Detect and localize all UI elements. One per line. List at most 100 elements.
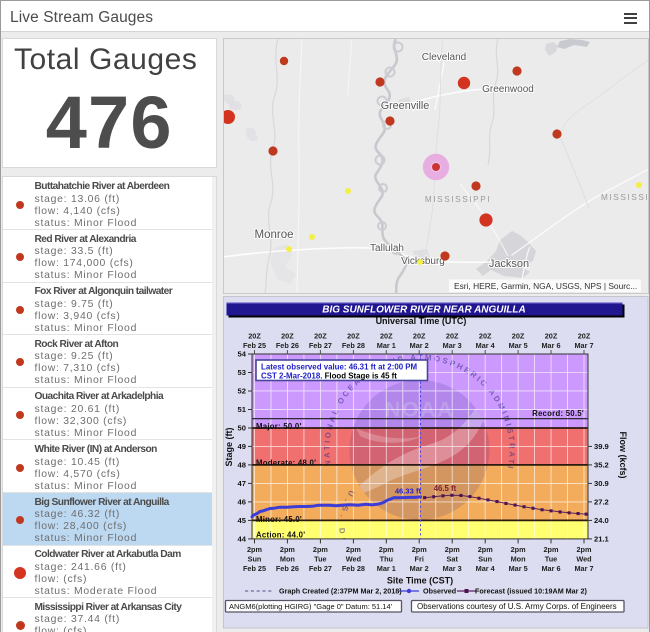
svg-text:50: 50	[238, 424, 246, 433]
svg-text:2pm: 2pm	[247, 545, 263, 554]
svg-text:48: 48	[238, 461, 246, 470]
svg-text:24.0: 24.0	[594, 516, 609, 525]
svg-text:Mar 1: Mar 1	[377, 341, 396, 350]
svg-text:2pm: 2pm	[478, 545, 494, 554]
svg-text:20Z: 20Z	[281, 332, 294, 341]
svg-text:Major: 50.0': Major: 50.0'	[256, 422, 302, 431]
svg-text:Moderate: 48.0': Moderate: 48.0'	[256, 458, 316, 467]
svg-text:20Z: 20Z	[413, 332, 426, 341]
svg-text:Vicksburg: Vicksburg	[401, 256, 445, 267]
svg-text:MISSISSIPPI: MISSISSIPPI	[425, 195, 491, 204]
svg-text:Feb 27: Feb 27	[309, 564, 332, 573]
svg-text:20Z: 20Z	[314, 332, 327, 341]
svg-text:51: 51	[238, 405, 247, 414]
svg-text:2pm: 2pm	[511, 545, 527, 554]
svg-text:Action: 44.0': Action: 44.0'	[256, 531, 305, 540]
svg-text:54: 54	[238, 350, 247, 359]
svg-text:Tue: Tue	[314, 555, 326, 564]
svg-text:Mar 3: Mar 3	[443, 341, 462, 350]
svg-text:20Z: 20Z	[347, 332, 360, 341]
svg-text:Feb 26: Feb 26	[276, 341, 299, 350]
svg-text:BIG SUNFLOWER RIVER NEAR ANGUI: BIG SUNFLOWER RIVER NEAR ANGUILLA	[322, 305, 526, 316]
svg-text:2pm: 2pm	[280, 545, 296, 554]
svg-text:Mar 7: Mar 7	[574, 564, 593, 573]
svg-text:53: 53	[238, 368, 246, 377]
svg-text:Mar 5: Mar 5	[509, 341, 528, 350]
svg-text:2pm: 2pm	[346, 545, 362, 554]
svg-text:Mar 5: Mar 5	[509, 564, 528, 573]
svg-text:Observations courtesy of U.S.: Observations courtesy of U.S. Army Corps…	[417, 602, 617, 611]
svg-text:45: 45	[238, 516, 247, 525]
svg-text:Forecast (issued 10:19AM Mar 2: Forecast (issued 10:19AM Mar 2)	[475, 587, 587, 596]
svg-text:2pm: 2pm	[412, 545, 428, 554]
svg-text:Monroe: Monroe	[255, 229, 294, 241]
svg-text:44: 44	[238, 535, 247, 544]
svg-text:Fri: Fri	[415, 555, 424, 564]
svg-text:Mon: Mon	[511, 555, 526, 564]
svg-text:Wed: Wed	[576, 555, 591, 564]
svg-text:Feb 25: Feb 25	[243, 341, 266, 350]
svg-text:Flow (kcfs): Flow (kcfs)	[618, 431, 628, 478]
svg-text:2pm: 2pm	[379, 545, 395, 554]
svg-text:CST 2-Mar-2018. Flood Stage i: CST 2-Mar-2018. Flood Stage is 45 ft	[261, 372, 397, 381]
svg-text:20Z: 20Z	[479, 332, 492, 341]
svg-text:Mar 7: Mar 7	[574, 341, 593, 350]
svg-text:20Z: 20Z	[512, 332, 525, 341]
svg-text:Feb 26: Feb 26	[276, 564, 299, 573]
svg-text:52: 52	[238, 387, 246, 396]
svg-text:20Z: 20Z	[446, 332, 459, 341]
svg-text:Feb 28: Feb 28	[342, 564, 365, 573]
svg-text:Observed: Observed	[423, 587, 456, 596]
svg-text:46.33 ft: 46.33 ft	[395, 487, 422, 496]
svg-text:Latest observed value: 46.31: Latest observed value: 46.31 ft at 2:00 …	[261, 363, 418, 372]
svg-text:27.2: 27.2	[594, 498, 609, 507]
svg-text:Cleveland: Cleveland	[422, 52, 466, 63]
svg-text:Universal Time (UTC): Universal Time (UTC)	[376, 316, 467, 326]
svg-text:20Z: 20Z	[248, 332, 261, 341]
svg-text:Minor: 45.0': Minor: 45.0'	[256, 515, 302, 524]
svg-text:2pm: 2pm	[313, 545, 329, 554]
svg-text:Mar 4: Mar 4	[476, 341, 496, 350]
svg-text:20Z: 20Z	[578, 332, 591, 341]
svg-text:MISSISSIPPI: MISSISSIPPI	[601, 193, 650, 202]
svg-text:35.2: 35.2	[594, 461, 609, 470]
svg-text:46: 46	[238, 498, 246, 507]
svg-text:21.1: 21.1	[594, 535, 610, 544]
svg-text:49: 49	[238, 442, 246, 451]
svg-text:Sun: Sun	[478, 555, 492, 564]
svg-text:Record: 50.5': Record: 50.5'	[532, 409, 584, 418]
svg-text:2pm: 2pm	[543, 545, 559, 554]
svg-text:Stage (ft): Stage (ft)	[224, 428, 234, 467]
svg-text:Sun: Sun	[248, 555, 262, 564]
svg-text:Feb 27: Feb 27	[309, 341, 332, 350]
svg-text:2pm: 2pm	[576, 545, 592, 554]
svg-text:ANGM6(plotting HGIRG) "Gage 0": ANGM6(plotting HGIRG) "Gage 0" Datum: 51…	[229, 602, 393, 611]
svg-text:Tue: Tue	[545, 555, 557, 564]
svg-text:Esri, HERE, Garmin, NGA, USGS,: Esri, HERE, Garmin, NGA, USGS, NPS | Sou…	[454, 281, 637, 291]
svg-text:Mar 3: Mar 3	[443, 564, 462, 573]
svg-text:Feb 25: Feb 25	[243, 564, 266, 573]
svg-text:Mar 6: Mar 6	[541, 564, 560, 573]
svg-text:Mar 4: Mar 4	[476, 564, 496, 573]
svg-text:Greenville: Greenville	[381, 100, 430, 112]
svg-text:2pm: 2pm	[445, 545, 461, 554]
svg-text:Site Time (CST): Site Time (CST)	[387, 575, 453, 585]
svg-text:20Z: 20Z	[380, 332, 393, 341]
svg-text:39.9: 39.9	[594, 442, 609, 451]
svg-text:30.9: 30.9	[594, 479, 609, 488]
svg-text:Wed: Wed	[346, 555, 361, 564]
svg-text:Mar 2: Mar 2	[410, 341, 429, 350]
svg-text:20Z: 20Z	[545, 332, 558, 341]
svg-text:47: 47	[238, 479, 246, 488]
svg-text:Sat: Sat	[447, 555, 459, 564]
svg-text:Thu: Thu	[380, 555, 393, 564]
svg-text:Mar 2: Mar 2	[410, 564, 429, 573]
svg-text:Graph Created (2:37PM Mar 2, 2: Graph Created (2:37PM Mar 2, 2018)	[279, 587, 402, 596]
svg-text:46.5 ft: 46.5 ft	[434, 484, 457, 493]
svg-text:Greenwood: Greenwood	[482, 84, 534, 95]
svg-text:Tallulah: Tallulah	[370, 243, 404, 254]
svg-text:Jackson: Jackson	[489, 258, 529, 270]
svg-text:Feb 28: Feb 28	[342, 341, 365, 350]
svg-text:Mar 6: Mar 6	[541, 341, 560, 350]
svg-text:Mon: Mon	[280, 555, 295, 564]
